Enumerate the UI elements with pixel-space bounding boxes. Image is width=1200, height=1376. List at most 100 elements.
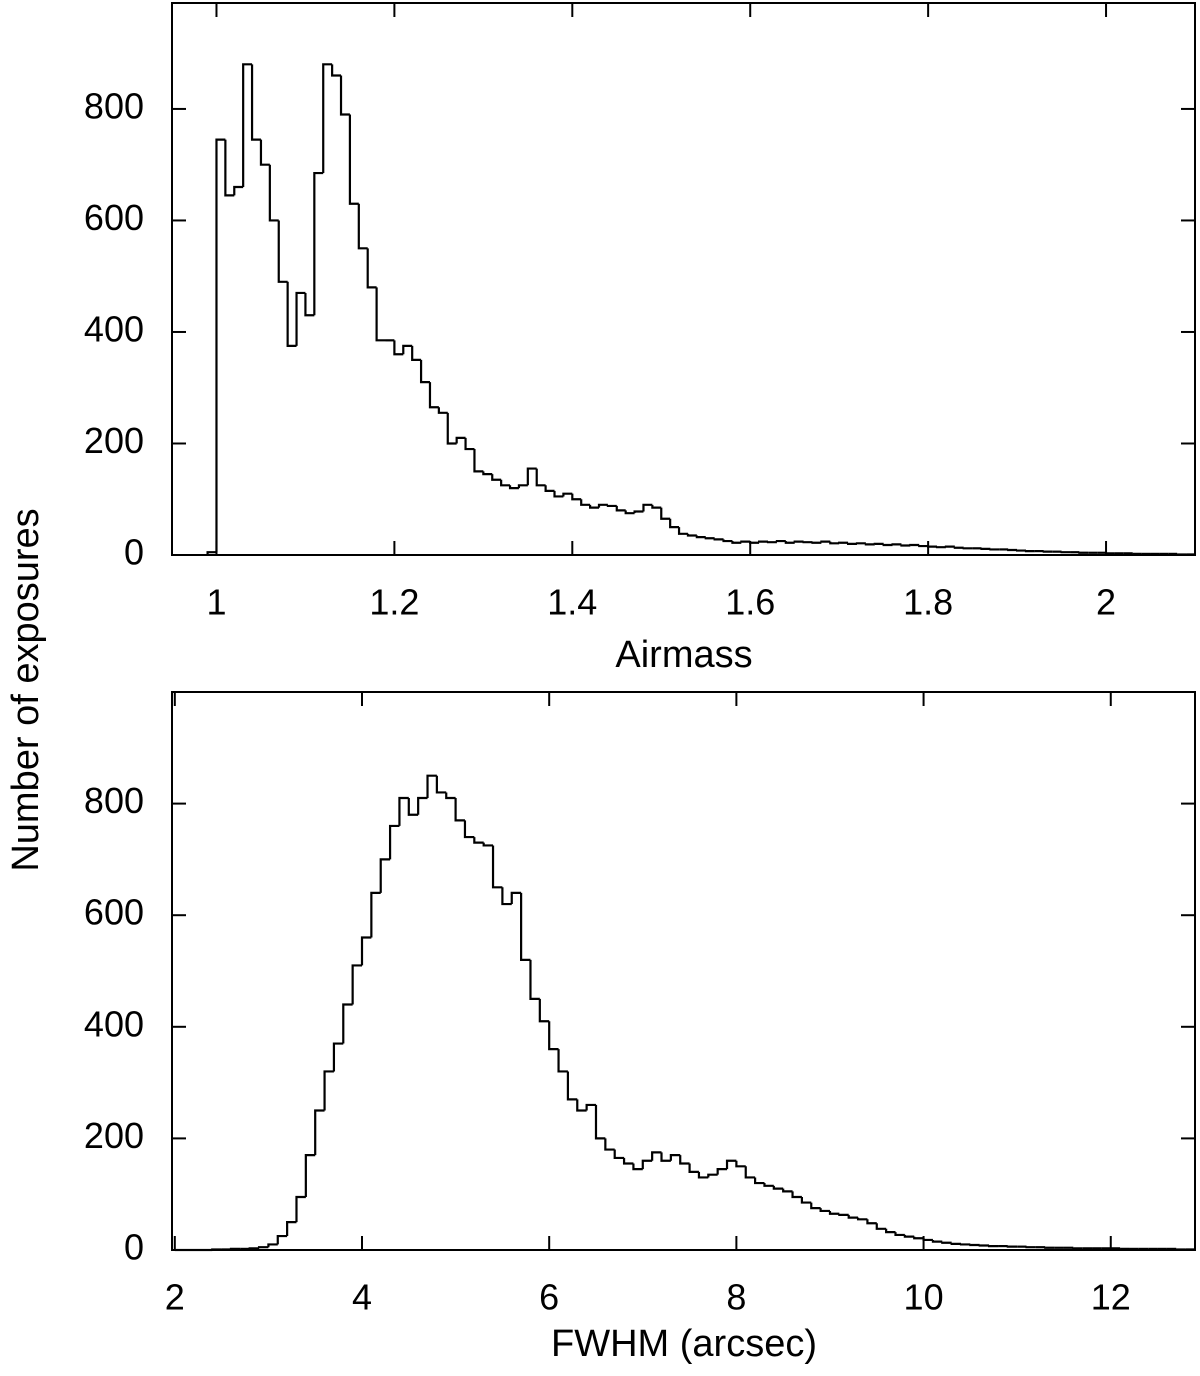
histogram-step xyxy=(811,541,822,544)
histogram-step xyxy=(501,887,512,906)
histogram-step xyxy=(375,287,386,342)
x-axis-label: Airmass xyxy=(615,634,752,676)
histogram-step xyxy=(651,504,662,509)
histogram-step xyxy=(332,1042,344,1072)
histogram-step xyxy=(295,291,306,346)
histogram-step xyxy=(950,1242,962,1245)
histogram-step xyxy=(731,541,742,544)
histogram-step xyxy=(660,1152,671,1162)
histogram-step xyxy=(606,504,617,508)
histogram-step xyxy=(782,1188,793,1193)
x-tick-label: 10 xyxy=(904,1277,944,1318)
histogram-step xyxy=(267,1243,278,1248)
histogram-step xyxy=(735,1160,746,1168)
histogram-step xyxy=(1024,549,1035,553)
histogram-step xyxy=(913,1236,924,1240)
histogram-step xyxy=(873,542,884,545)
plot-frame xyxy=(171,2,1196,556)
histogram-step xyxy=(1006,1245,1018,1248)
histogram-step xyxy=(215,138,226,553)
histogram-step xyxy=(1025,1246,1036,1249)
histogram-step xyxy=(370,891,381,938)
histogram-step xyxy=(632,1163,643,1171)
x-tick-label: 4 xyxy=(352,1277,372,1318)
histogram-step xyxy=(286,1221,297,1237)
histogram-step xyxy=(257,1246,269,1249)
histogram-step xyxy=(1078,551,1089,554)
histogram-step xyxy=(953,546,964,549)
histogram-step xyxy=(894,1232,905,1237)
histogram-step xyxy=(695,535,706,539)
histogram-step xyxy=(651,1151,662,1161)
histogram-step xyxy=(491,845,503,889)
histogram-step xyxy=(766,541,777,544)
histogram-step xyxy=(1176,553,1187,556)
histogram-step xyxy=(446,412,457,445)
histogram-step xyxy=(829,541,840,545)
y-tick-label: 200 xyxy=(84,1115,144,1156)
histogram-step xyxy=(597,503,608,508)
y-tick-label: 200 xyxy=(84,420,144,461)
histogram-step xyxy=(580,499,591,506)
histogram-step xyxy=(909,543,920,547)
histogram-step xyxy=(411,345,422,361)
y-tick-label: 400 xyxy=(84,308,144,349)
histogram-step xyxy=(508,485,519,490)
y-tick-label: 400 xyxy=(84,1003,144,1044)
histogram-step xyxy=(838,541,849,544)
histogram-step xyxy=(793,540,804,543)
histogram-step xyxy=(276,1234,288,1245)
histogram-step xyxy=(931,1239,943,1243)
histogram-step xyxy=(669,1154,681,1161)
histogram-step xyxy=(660,507,671,520)
histogram-step xyxy=(802,541,813,544)
histogram-step xyxy=(445,792,456,800)
histogram-step xyxy=(1119,1247,1130,1250)
x-tick-label: 1.2 xyxy=(369,582,419,623)
histogram-step xyxy=(1175,1248,1186,1251)
histogram-step xyxy=(342,1003,353,1044)
histogram-step xyxy=(891,543,902,546)
histogram-step xyxy=(941,1241,952,1244)
histogram-step xyxy=(437,407,448,414)
histogram-step xyxy=(969,1243,980,1247)
histogram-step xyxy=(679,1155,690,1165)
histogram-step xyxy=(482,471,493,476)
histogram-step xyxy=(463,820,475,839)
histogram-step xyxy=(314,1109,325,1156)
histogram-step xyxy=(927,545,938,548)
histogram-step xyxy=(903,1234,915,1238)
histogram-step xyxy=(704,537,715,540)
x-tick-label: 6 xyxy=(539,1277,559,1318)
histogram-step xyxy=(435,775,447,794)
histogram-step xyxy=(339,75,350,116)
histogram-step xyxy=(491,474,502,481)
histogram-step xyxy=(1060,551,1071,554)
histogram-step xyxy=(959,1243,971,1246)
histogram-step xyxy=(1042,550,1053,553)
histogram-step xyxy=(885,1228,896,1234)
histogram-step xyxy=(566,1071,578,1101)
histogram-step xyxy=(989,548,1000,551)
histogram-step xyxy=(482,842,494,847)
histogram-step xyxy=(526,467,537,486)
histogram-step xyxy=(407,798,419,816)
histogram-step xyxy=(286,281,297,348)
histogram-step xyxy=(510,891,522,905)
histogram-step xyxy=(229,1247,241,1250)
y-tick-label: 0 xyxy=(124,1227,144,1268)
histogram-step xyxy=(754,1177,765,1185)
histogram-step xyxy=(686,533,697,537)
x-tick-label: 8 xyxy=(726,1277,746,1318)
histogram-step xyxy=(613,1149,625,1160)
histogram-step xyxy=(775,539,786,543)
y-tick-label: 600 xyxy=(84,892,144,933)
histogram-step xyxy=(268,164,279,222)
histogram-step xyxy=(366,248,377,289)
x-tick-label: 2 xyxy=(165,1277,185,1318)
histogram-step xyxy=(517,484,528,489)
histogram-step xyxy=(455,436,466,444)
histogram-step xyxy=(922,1238,933,1242)
x-tick-label: 1.8 xyxy=(903,582,953,623)
histogram-step xyxy=(538,998,550,1023)
